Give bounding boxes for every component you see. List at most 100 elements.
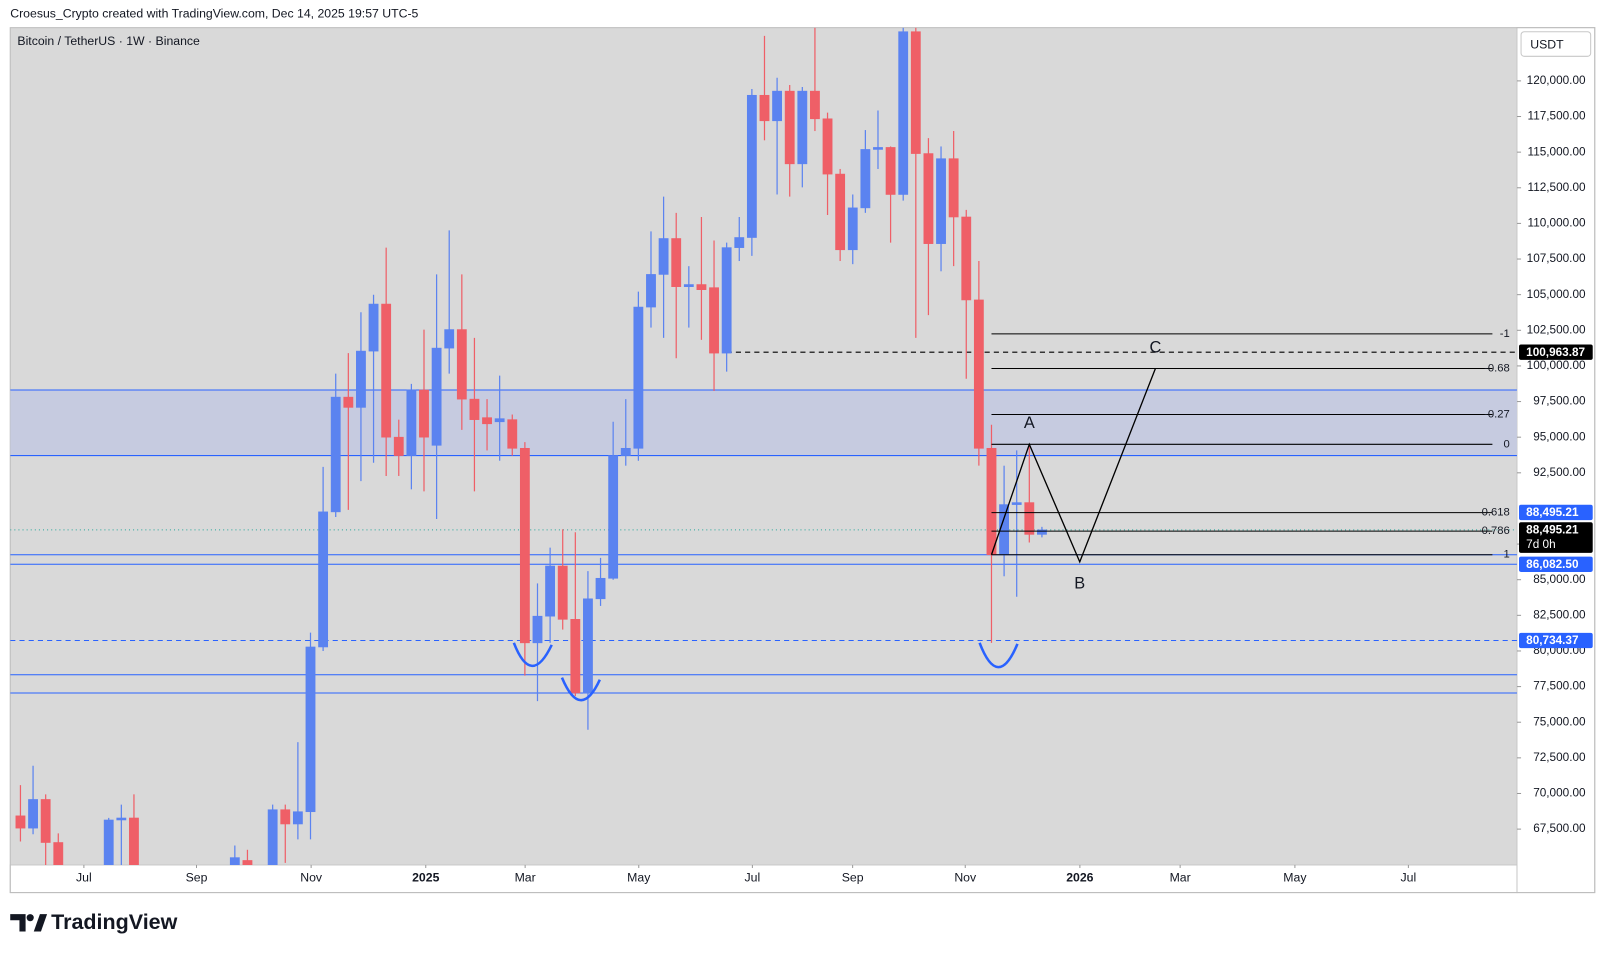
candle-body [1024, 502, 1035, 535]
y-tick-label: 102,500.00 [1527, 323, 1586, 336]
candle-body [444, 329, 455, 349]
candle-body [507, 419, 518, 449]
candle-body [103, 819, 114, 865]
candle-body [532, 615, 543, 644]
fib-label: 0 [1504, 438, 1510, 450]
x-tick-label: Nov [954, 871, 977, 885]
candle-body [242, 860, 253, 865]
candle-body [267, 809, 278, 865]
candle-body [797, 90, 808, 165]
candle-body [973, 299, 984, 449]
y-tick-label: 75,000.00 [1533, 715, 1586, 728]
y-tick-label: 72,500.00 [1533, 751, 1586, 764]
candle-body [608, 455, 619, 579]
wave-label: B [1074, 575, 1085, 593]
chart-frame [9, 27, 1596, 894]
candle-body [280, 809, 291, 825]
candle-body [545, 565, 556, 617]
y-tick-label: 112,500.00 [1528, 181, 1586, 194]
candle-body [595, 577, 606, 600]
candle-body [746, 94, 757, 238]
price-label-box [1519, 522, 1593, 553]
y-tick-label: 67,500.00 [1533, 822, 1586, 835]
x-tick-label: Mar [515, 871, 536, 885]
x-tick-label: Sep [186, 871, 208, 885]
candle-body [873, 147, 883, 150]
candle-body [885, 147, 896, 195]
y-tick-label: 117,500.00 [1528, 110, 1586, 123]
x-tick-label: Sep [842, 871, 864, 885]
bottom-arc [512, 642, 553, 667]
chart-title: Bitcoin / TetherUS · 1W · Binance [17, 34, 200, 48]
y-tick-label: 82,500.00 [1533, 608, 1586, 621]
candle-body [961, 216, 972, 301]
candle-body [381, 303, 392, 438]
wave-label: C [1150, 338, 1162, 356]
candle-body [847, 207, 858, 251]
currency-box[interactable] [1520, 31, 1592, 57]
fib-label: 1 [1504, 549, 1510, 561]
candle-body [671, 238, 682, 287]
candle-body [129, 817, 139, 865]
price-label-box [1519, 344, 1593, 360]
x-tick-label: 2026 [1066, 871, 1093, 885]
y-tick-label: 110,000.00 [1528, 217, 1586, 230]
y-tick-label: 70,000.00 [1533, 787, 1586, 800]
bottom-arc [978, 642, 1019, 669]
wave-path [990, 368, 1157, 564]
candle-body [292, 811, 303, 825]
y-tick-label: 105,000.00 [1527, 288, 1586, 301]
currency[interactable]: USDT [1530, 37, 1564, 51]
x-tick-label: Nov [300, 871, 323, 885]
candle-body [116, 817, 127, 821]
wave-label: A [1024, 414, 1035, 432]
price-label: 100,963.87 [1526, 346, 1585, 359]
plot-area [10, 27, 1517, 865]
candle-body [456, 329, 467, 400]
candle-body [557, 565, 568, 620]
y-tick-label: 120,000.00 [1527, 74, 1586, 87]
x-tick-label: Mar [1170, 871, 1191, 885]
y-tick-label: 97,500.00 [1533, 395, 1586, 408]
y-tick-label: 85,000.00 [1533, 573, 1586, 586]
price-label-box [1519, 632, 1593, 649]
x-tick-label: 2025 [412, 871, 439, 885]
candle-body [28, 799, 38, 829]
double-bottom-marks [512, 642, 1019, 702]
candle-body [570, 619, 581, 694]
y-tick-label: 95,000.00 [1533, 430, 1586, 443]
logo-shape [10, 914, 26, 932]
candle-body [368, 303, 379, 352]
candle-body [923, 153, 934, 244]
price-label-box [1519, 504, 1593, 521]
attribution: Croesus_Crypto created with TradingView.… [10, 7, 418, 21]
y-tick-label: 92,500.00 [1533, 466, 1586, 479]
zone [10, 390, 1517, 456]
candle-body [519, 447, 530, 644]
plot-layer: -1 -0.68 -0.27 0 0.618 0.786 1 A B C 67,500.00 70,0… [10, 27, 1593, 885]
candle-body [229, 857, 240, 865]
candle-body [15, 815, 26, 829]
candle-body [810, 90, 820, 120]
candle-body [709, 287, 719, 354]
candle-body [948, 158, 959, 218]
candle-body [406, 389, 417, 456]
candle-body [734, 237, 745, 248]
candle-body [759, 94, 770, 122]
candle-body [683, 284, 694, 287]
price-label: 80,734.37 [1526, 634, 1579, 647]
logo-shape [26, 914, 34, 922]
price-label-countdown: 7d 0h [1526, 538, 1555, 551]
candle-body [835, 173, 846, 251]
price-label: 88,495.21 [1526, 506, 1579, 519]
candle-body [53, 842, 64, 865]
brand-logo [10, 914, 48, 932]
candle-body [431, 347, 442, 446]
candle-body [494, 418, 505, 423]
candle-body [986, 447, 997, 556]
fib-label: 0.786 [1482, 525, 1510, 537]
brand: TradingView [51, 910, 177, 934]
candle-body [772, 90, 783, 122]
